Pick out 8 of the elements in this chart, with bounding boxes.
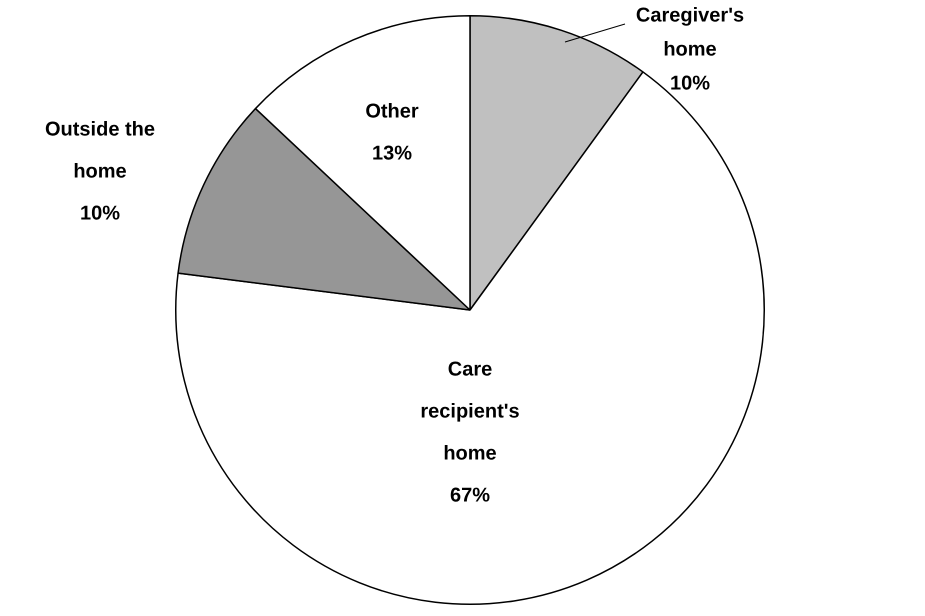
data-label: 67% <box>450 484 490 507</box>
slice-label: Other <box>365 100 419 123</box>
data-label: 13% <box>372 142 412 165</box>
slice-label: Outside the home <box>44 118 156 183</box>
data-label: 10% <box>80 202 120 225</box>
data-label: 10% <box>670 72 710 95</box>
slice-label: Care recipient's home <box>420 358 520 465</box>
slice-label: Caregiver's home <box>636 4 744 61</box>
